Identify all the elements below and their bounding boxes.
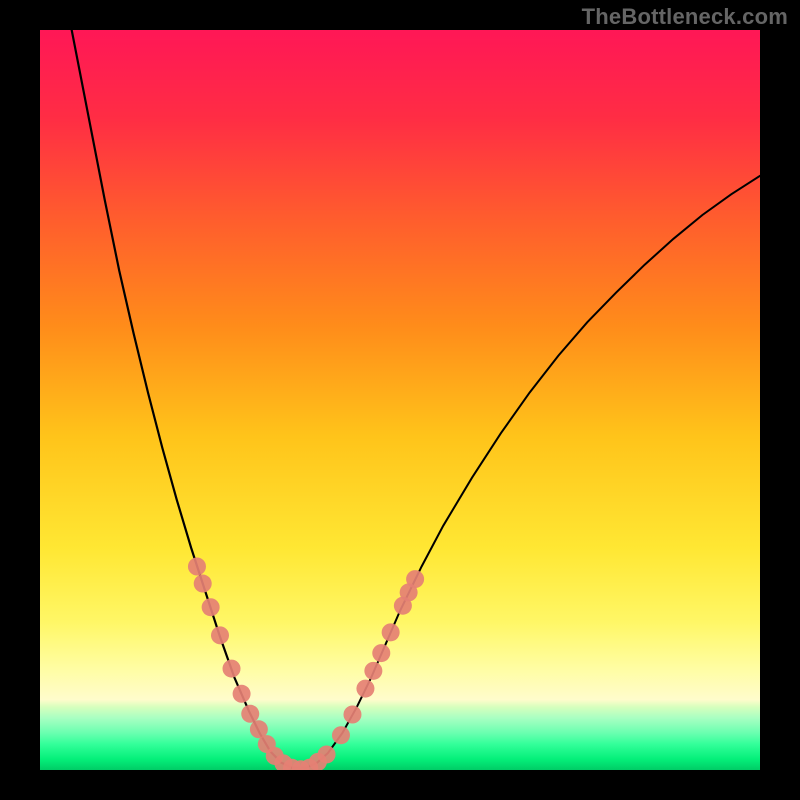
data-marker xyxy=(406,570,424,588)
watermark-text: TheBottleneck.com xyxy=(582,4,788,30)
data-marker xyxy=(356,680,374,698)
data-marker xyxy=(188,558,206,576)
data-marker xyxy=(241,705,259,723)
data-marker xyxy=(343,706,361,724)
data-marker xyxy=(382,623,400,641)
data-marker xyxy=(332,726,350,744)
data-marker xyxy=(233,685,251,703)
plot-gradient xyxy=(40,30,760,770)
data-marker xyxy=(372,644,390,662)
data-marker xyxy=(223,660,241,678)
data-marker xyxy=(194,575,212,593)
data-marker xyxy=(211,626,229,644)
chart-root: TheBottleneck.com xyxy=(0,0,800,800)
data-marker xyxy=(202,598,220,616)
data-marker xyxy=(364,662,382,680)
chart-svg xyxy=(0,0,800,800)
data-marker xyxy=(318,745,336,763)
